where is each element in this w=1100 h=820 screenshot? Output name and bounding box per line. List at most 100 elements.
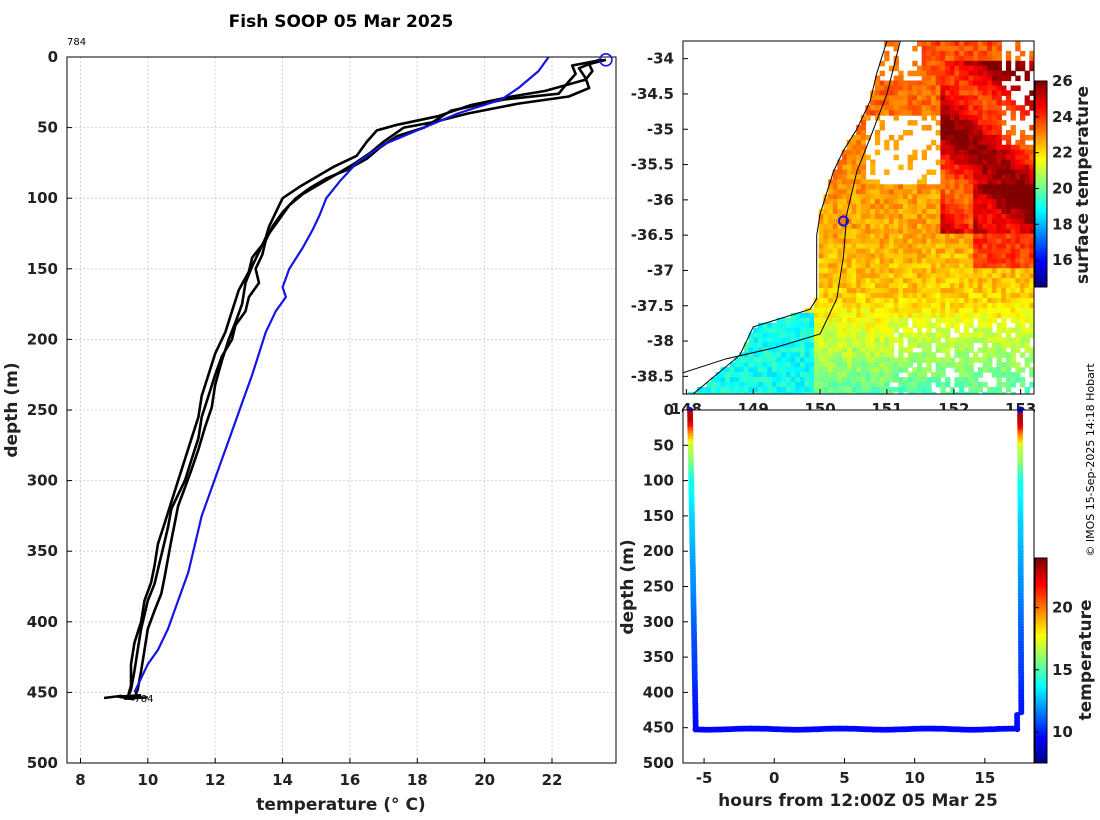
sst-cell [959, 154, 965, 161]
sst-cell [935, 50, 941, 57]
sst-cell [856, 214, 862, 220]
sst-cell [846, 293, 853, 299]
colorbar-band [1035, 691, 1047, 696]
colorbar-band [1035, 561, 1047, 566]
sst-cell [879, 342, 885, 348]
sst-cell [912, 377, 918, 383]
sst-cell [1029, 253, 1034, 259]
sst-cell [1034, 318, 1039, 324]
sst-cell [921, 95, 927, 101]
sst-cell [912, 263, 918, 269]
sst-cell [874, 372, 881, 378]
sst-cell [949, 85, 956, 91]
sst-cell [1015, 189, 1021, 195]
sst-cell [921, 154, 927, 161]
sst-cell [856, 149, 862, 156]
sst-cell [945, 214, 951, 220]
sst-cell [1010, 283, 1016, 289]
sst-cell [1024, 70, 1030, 77]
sst-cell [945, 159, 951, 166]
sst-cell [996, 263, 1002, 269]
sst-cell [945, 179, 951, 185]
sst-cell [888, 307, 895, 314]
sst-cell [842, 362, 848, 368]
sst-cell [954, 273, 960, 279]
sst-cell [968, 115, 974, 121]
profile-y-tick-label: 150 [27, 260, 58, 278]
sst-cell [823, 214, 829, 220]
sst-cell [977, 382, 984, 388]
sst-cell [767, 327, 773, 334]
sst-cell [842, 386, 848, 393]
sst-cell [940, 100, 946, 106]
sst-cell [912, 258, 918, 264]
sst-cell [898, 258, 904, 264]
sst-cell [996, 347, 1002, 353]
sst-cell [888, 288, 895, 294]
sst-cell [846, 214, 853, 220]
sst-cell [1020, 327, 1026, 334]
sst-cell [884, 50, 890, 57]
sst-cell [753, 382, 759, 388]
sst-cell [748, 352, 754, 358]
sst-cell [921, 273, 927, 279]
sst-cell [987, 218, 993, 225]
sst-cell [1024, 332, 1030, 339]
sst-cell [940, 223, 946, 230]
sst-cell [968, 332, 974, 339]
sst-cell [963, 372, 970, 378]
sst-cell [926, 125, 932, 131]
sst-cell [879, 322, 885, 329]
sst-cell [987, 268, 993, 274]
sst-cell [898, 283, 904, 289]
colorbar-band [1035, 211, 1047, 216]
colorbar-band [1035, 108, 1047, 113]
sst-cell [982, 105, 988, 111]
sst-cell [837, 391, 843, 394]
sst-cell [814, 377, 820, 383]
sst-cell [959, 238, 965, 245]
sst-cell [907, 372, 913, 378]
sst-cell [973, 60, 979, 67]
profile-x-tick-label: 10 [137, 771, 158, 789]
sst-cell [762, 352, 768, 358]
sst-cell [828, 228, 834, 235]
sst-cell [907, 199, 913, 205]
sst-cell [809, 312, 815, 319]
sst-cell [809, 357, 815, 363]
sst-cell [860, 238, 867, 245]
sst-cell [874, 199, 881, 205]
sst-cell [931, 312, 937, 319]
colorbar-band [1035, 745, 1047, 750]
sst-cell [926, 322, 932, 329]
sst-cell [1010, 347, 1016, 353]
sst-cell [959, 204, 965, 210]
sst-cell [823, 288, 829, 294]
sst-cell [846, 362, 853, 368]
sst-cell [940, 347, 946, 353]
sst-cell [1010, 144, 1016, 151]
sst-cell [931, 85, 937, 91]
sst-cell [973, 352, 979, 358]
sst-cell [903, 199, 909, 205]
sst-cell [1024, 268, 1030, 274]
sst-cell [851, 149, 857, 156]
sst-cell [884, 317, 890, 324]
sst-cell [856, 352, 862, 358]
sst-cell [832, 283, 839, 289]
sst-cell [963, 223, 970, 230]
sst-cell [874, 278, 881, 284]
sst-cell [898, 347, 904, 353]
sst-cell [888, 253, 895, 259]
sst-cell [842, 391, 848, 394]
sst-cell [959, 382, 965, 388]
sst-cell [1001, 293, 1007, 299]
sst-cell [982, 159, 988, 166]
sst-cell [926, 293, 932, 299]
sst-cell [851, 134, 857, 141]
sst-cell [945, 263, 951, 269]
sst-cell [1020, 312, 1026, 319]
sst-cell [1010, 159, 1016, 166]
sst-cell [987, 199, 993, 205]
sst-cell [977, 223, 984, 230]
